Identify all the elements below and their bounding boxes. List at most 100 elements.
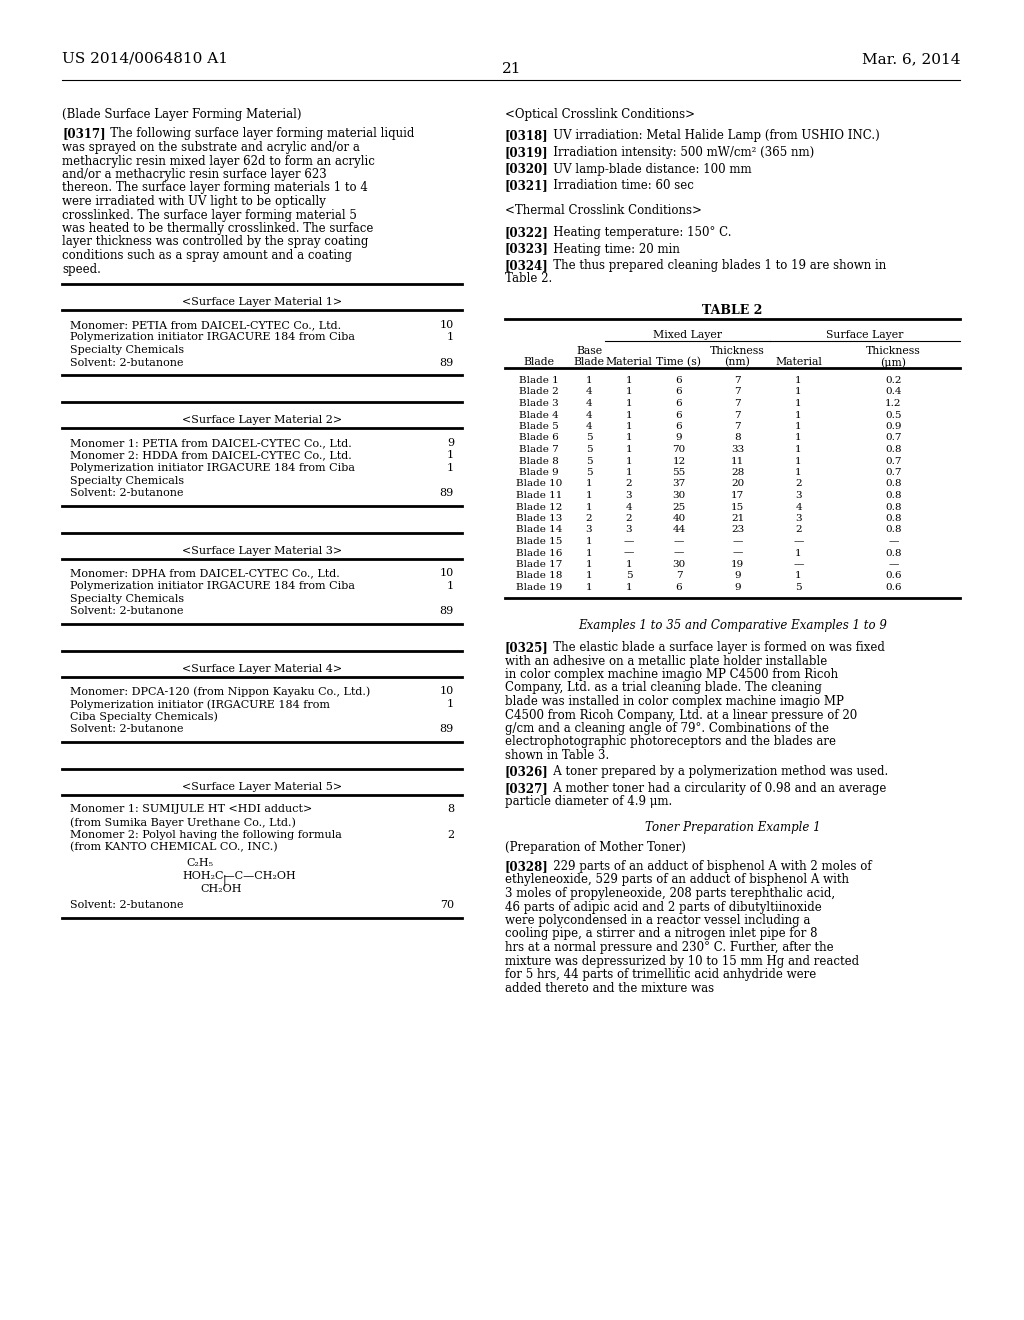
Text: 89: 89 xyxy=(439,358,454,367)
Text: Solvent: 2-butanone: Solvent: 2-butanone xyxy=(70,606,183,616)
Text: 2: 2 xyxy=(586,513,592,523)
Text: 30: 30 xyxy=(673,491,686,500)
Text: Thickness: Thickness xyxy=(866,346,921,356)
Text: 55: 55 xyxy=(673,469,686,477)
Text: —: — xyxy=(732,537,742,546)
Text: [0318]: [0318] xyxy=(505,129,549,143)
Text: 4: 4 xyxy=(796,503,802,511)
Text: Blade: Blade xyxy=(573,356,604,367)
Text: Monomer 1: SUMIJULE HT <HDI adduct>: Monomer 1: SUMIJULE HT <HDI adduct> xyxy=(70,804,312,814)
Text: 1: 1 xyxy=(796,572,802,581)
Text: Blade 17: Blade 17 xyxy=(516,560,562,569)
Text: Blade 6: Blade 6 xyxy=(519,433,559,442)
Text: UV irradiation: Metal Halide Lamp (from USHIO INC.): UV irradiation: Metal Halide Lamp (from … xyxy=(542,129,880,143)
Text: 5: 5 xyxy=(586,469,592,477)
Text: 0.6: 0.6 xyxy=(886,572,902,581)
Text: C4500 from Ricoh Company, Ltd. at a linear pressure of 20: C4500 from Ricoh Company, Ltd. at a line… xyxy=(505,709,857,722)
Text: layer thickness was controlled by the spray coating: layer thickness was controlled by the sp… xyxy=(62,235,369,248)
Text: 2: 2 xyxy=(626,479,632,488)
Text: 0.2: 0.2 xyxy=(886,376,902,385)
Text: 8: 8 xyxy=(734,433,740,442)
Text: A toner prepared by a polymerization method was used.: A toner prepared by a polymerization met… xyxy=(542,766,889,779)
Text: (μm): (μm) xyxy=(881,356,906,367)
Text: 6: 6 xyxy=(676,583,682,591)
Text: 2: 2 xyxy=(796,525,802,535)
Text: 1: 1 xyxy=(796,422,802,432)
Text: 19: 19 xyxy=(731,560,744,569)
Text: —: — xyxy=(624,549,634,557)
Text: Blade 5: Blade 5 xyxy=(519,422,559,432)
Text: 0.8: 0.8 xyxy=(886,525,902,535)
Text: —: — xyxy=(794,537,804,546)
Text: 0.6: 0.6 xyxy=(886,583,902,591)
Text: <Surface Layer Material 1>: <Surface Layer Material 1> xyxy=(182,297,342,308)
Text: 23: 23 xyxy=(731,525,744,535)
Text: Table 2.: Table 2. xyxy=(505,272,552,285)
Text: 1: 1 xyxy=(446,450,454,461)
Text: 46 parts of adipic acid and 2 parts of dibutyltiinoxide: 46 parts of adipic acid and 2 parts of d… xyxy=(505,900,821,913)
Text: <Surface Layer Material 5>: <Surface Layer Material 5> xyxy=(182,781,342,792)
Text: 1: 1 xyxy=(586,560,592,569)
Text: 1: 1 xyxy=(626,433,632,442)
Text: 1: 1 xyxy=(796,445,802,454)
Text: Base: Base xyxy=(575,346,602,356)
Text: 10: 10 xyxy=(439,686,454,697)
Text: Heating temperature: 150° C.: Heating temperature: 150° C. xyxy=(542,226,732,239)
Text: 5: 5 xyxy=(626,572,632,581)
Text: were irradiated with UV light to be optically: were irradiated with UV light to be opti… xyxy=(62,195,326,209)
Text: Polymerization initiator IRGACURE 184 from Ciba: Polymerization initiator IRGACURE 184 fr… xyxy=(70,581,355,591)
Text: 1: 1 xyxy=(446,581,454,591)
Text: g/cm and a cleaning angle of 79°. Combinations of the: g/cm and a cleaning angle of 79°. Combin… xyxy=(505,722,829,735)
Text: 1: 1 xyxy=(796,433,802,442)
Text: 1: 1 xyxy=(796,376,802,385)
Text: Material: Material xyxy=(605,356,652,367)
Text: [0322]: [0322] xyxy=(505,226,549,239)
Text: (Preparation of Mother Toner): (Preparation of Mother Toner) xyxy=(505,841,686,854)
Text: 0.8: 0.8 xyxy=(886,445,902,454)
Text: thereon. The surface layer forming materials 1 to 4: thereon. The surface layer forming mater… xyxy=(62,181,368,194)
Text: Blade 4: Blade 4 xyxy=(519,411,559,420)
Text: (Blade Surface Layer Forming Material): (Blade Surface Layer Forming Material) xyxy=(62,108,301,121)
Text: Mar. 6, 2014: Mar. 6, 2014 xyxy=(861,51,961,66)
Text: 5: 5 xyxy=(586,457,592,466)
Text: 25: 25 xyxy=(673,503,686,511)
Text: 7: 7 xyxy=(734,422,740,432)
Text: Material: Material xyxy=(775,356,822,367)
Text: 9: 9 xyxy=(734,583,740,591)
Text: Monomer 1: PETIA from DAICEL-CYTEC Co., Ltd.: Monomer 1: PETIA from DAICEL-CYTEC Co., … xyxy=(70,438,352,447)
Text: 9: 9 xyxy=(676,433,682,442)
Text: [0317]: [0317] xyxy=(62,128,105,140)
Text: and/or a methacrylic resin surface layer 623: and/or a methacrylic resin surface layer… xyxy=(62,168,327,181)
Text: 2: 2 xyxy=(446,829,454,840)
Text: CH₂OH: CH₂OH xyxy=(200,883,242,894)
Text: 4: 4 xyxy=(586,411,592,420)
Text: 3: 3 xyxy=(796,513,802,523)
Text: was sprayed on the substrate and acrylic and/or a: was sprayed on the substrate and acrylic… xyxy=(62,141,359,154)
Text: particle diameter of 4.9 μm.: particle diameter of 4.9 μm. xyxy=(505,796,672,808)
Text: [0327]: [0327] xyxy=(505,781,549,795)
Text: Monomer: DPCA-120 (from Nippon Kayaku Co., Ltd.): Monomer: DPCA-120 (from Nippon Kayaku Co… xyxy=(70,686,371,697)
Text: 3: 3 xyxy=(586,525,592,535)
Text: [0325]: [0325] xyxy=(505,642,549,653)
Text: Blade 19: Blade 19 xyxy=(516,583,562,591)
Text: 6: 6 xyxy=(676,399,682,408)
Text: [0324]: [0324] xyxy=(505,259,549,272)
Text: Blade: Blade xyxy=(523,356,555,367)
Text: Thickness: Thickness xyxy=(710,346,765,356)
Text: 1: 1 xyxy=(626,583,632,591)
Text: 40: 40 xyxy=(673,513,686,523)
Text: 1: 1 xyxy=(796,457,802,466)
Text: [0328]: [0328] xyxy=(505,861,549,873)
Text: 21: 21 xyxy=(502,62,522,77)
Text: 21: 21 xyxy=(731,513,744,523)
Text: 3 moles of propyleneoxide, 208 parts terephthalic acid,: 3 moles of propyleneoxide, 208 parts ter… xyxy=(505,887,836,900)
Text: C₂H₅: C₂H₅ xyxy=(186,858,213,869)
Text: Toner Preparation Example 1: Toner Preparation Example 1 xyxy=(645,821,820,834)
Text: 7: 7 xyxy=(676,572,682,581)
Text: 0.5: 0.5 xyxy=(886,411,902,420)
Text: cooling pipe, a stirrer and a nitrogen inlet pipe for 8: cooling pipe, a stirrer and a nitrogen i… xyxy=(505,928,817,940)
Text: 229 parts of an adduct of bisphenol A with 2 moles of: 229 parts of an adduct of bisphenol A wi… xyxy=(542,861,871,873)
Text: <Optical Crosslink Conditions>: <Optical Crosslink Conditions> xyxy=(505,108,695,121)
Text: 4: 4 xyxy=(586,422,592,432)
Text: 6: 6 xyxy=(676,376,682,385)
